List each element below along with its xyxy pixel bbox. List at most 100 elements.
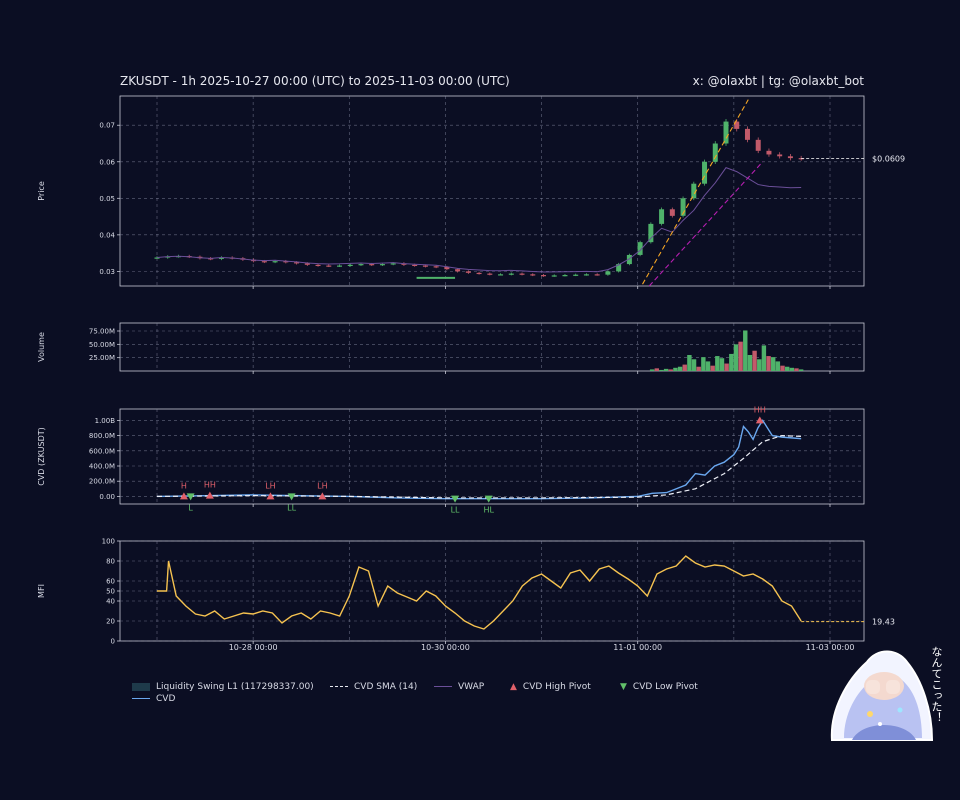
volume-bar — [784, 366, 790, 371]
legend-vwap-swatch — [434, 686, 452, 687]
ytick-label-price: 0.03 — [99, 268, 115, 276]
trendline-upper — [642, 99, 749, 285]
volume-bar — [659, 369, 664, 371]
ytick-label-mfi: 100 — [102, 538, 115, 546]
ytick-label-volume: 25.00M — [89, 354, 115, 362]
volume-bar — [710, 365, 715, 371]
mfi-line — [157, 555, 802, 630]
volume-bar — [761, 345, 767, 371]
cvd-pivot-label: HH — [204, 481, 216, 490]
candle-body — [787, 156, 793, 159]
candle-body — [412, 264, 418, 267]
vwap-line — [156, 167, 802, 273]
candle-body — [294, 262, 300, 264]
liquidity-swing-zone — [416, 276, 456, 279]
candle-body — [358, 264, 364, 266]
candle-body — [766, 150, 772, 155]
cvd-pivot-label: HL — [483, 506, 494, 515]
candle-body — [594, 274, 600, 276]
xtick-label: 11-03 00:00 — [806, 643, 855, 652]
ytick-label-price: 0.07 — [99, 122, 115, 130]
candle-body — [540, 275, 546, 277]
candle-body — [272, 261, 278, 263]
volume-bar — [705, 361, 711, 371]
volume-bar — [654, 368, 659, 371]
cvd-low-pivot — [287, 493, 296, 501]
cvd-high-pivot — [266, 492, 275, 500]
volume-bar — [738, 341, 743, 371]
mascot-caption: なんてこった！ — [930, 646, 943, 723]
cvd-sma-line — [156, 434, 802, 499]
candle-body — [422, 265, 428, 267]
candle-body — [455, 269, 461, 272]
candle-body — [648, 223, 654, 243]
ylabel-price: Price — [37, 181, 46, 201]
legend-cvd-sma-label: CVD SMA (14) — [354, 682, 418, 692]
legend-cvd-sma: CVD SMA (14) — [330, 682, 417, 692]
chart-title: ZKUSDT - 1h 2025-10-27 00:00 (UTC) to 20… — [120, 74, 510, 88]
volume-bar — [649, 369, 655, 371]
candle-body — [379, 264, 385, 266]
candle-body — [218, 257, 224, 259]
ytick-label-cvd: 200.0M — [89, 478, 115, 486]
candle-body — [583, 274, 589, 276]
candle-body — [487, 273, 493, 275]
candle-body — [444, 267, 450, 270]
volume-bar — [747, 355, 753, 371]
volume-bar — [794, 368, 799, 371]
candle-body — [605, 271, 611, 275]
candle-body — [315, 264, 321, 267]
ytick-label-volume: 75.00M — [89, 328, 115, 336]
cvd-line — [156, 419, 802, 500]
candle-body — [551, 275, 557, 277]
ytick-label-mfi: 0 — [111, 638, 115, 646]
volume-bar — [752, 350, 757, 371]
candle-body — [723, 121, 729, 144]
cvd-low-pivot — [186, 493, 195, 501]
mascot-sticker: なんてこった！ — [822, 640, 946, 744]
panel-frame-price — [119, 95, 865, 287]
ytick-label-mfi: 60 — [106, 578, 115, 586]
candle-body — [669, 209, 675, 216]
candle-body — [712, 143, 718, 162]
cvd-pivot-label: LH — [265, 481, 275, 490]
candle-body — [465, 271, 471, 273]
ytick-label-cvd: 400.0M — [89, 463, 115, 471]
candle-body — [476, 272, 482, 275]
candle-body — [777, 154, 783, 157]
candle-body — [562, 275, 568, 277]
candle-body — [702, 161, 708, 184]
candle-body — [637, 242, 643, 255]
ytick-label-price: 0.05 — [99, 195, 115, 203]
legend-cvd: CVD — [132, 694, 175, 704]
cvd-high-pivot — [318, 492, 327, 500]
legend-cvd-sma-swatch — [330, 686, 348, 687]
volume-bar — [663, 368, 669, 371]
volume-bar — [668, 369, 673, 371]
mascot-illustration — [830, 650, 934, 741]
ytick-label-price: 0.06 — [99, 158, 115, 166]
volume-bar — [682, 364, 687, 371]
candle-body — [433, 266, 439, 268]
volume-bar — [715, 356, 720, 371]
candle-body — [744, 128, 750, 140]
trendline-lower — [648, 161, 764, 287]
xtick-label: 11-01 00:00 — [613, 643, 662, 652]
ylabel-mfi: MFI — [37, 584, 46, 598]
candle-body — [573, 274, 579, 276]
panel-frame-cvd — [119, 408, 865, 505]
candle-body — [337, 265, 343, 267]
volume-bar — [798, 369, 804, 371]
mfi-last-label: 19.43 — [872, 618, 895, 627]
volume-bar — [780, 365, 785, 371]
cvd-high-pivot — [179, 492, 188, 500]
legend-low-pivot: ▼ CVD Low Pivot — [620, 682, 698, 692]
candle-body — [498, 274, 504, 276]
cvd-high-pivot — [755, 416, 764, 424]
legend-liquidity-label: Liquidity Swing L1 (117298337.00) — [156, 682, 314, 692]
xtick-label: 10-28 00:00 — [229, 643, 278, 652]
legend-liquidity: Liquidity Swing L1 (117298337.00) — [132, 682, 314, 692]
triangle-up-icon: ▲ — [510, 682, 517, 692]
volume-bar — [789, 367, 795, 371]
